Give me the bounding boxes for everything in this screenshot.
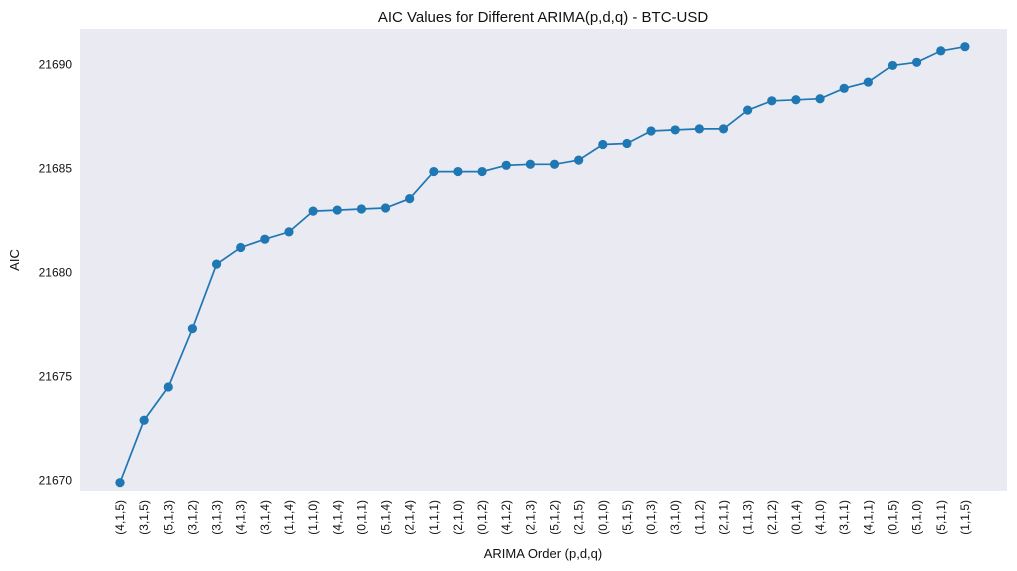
data-point	[839, 83, 849, 93]
data-point	[405, 194, 415, 204]
plot-area	[80, 29, 1007, 491]
series-points	[115, 42, 970, 488]
data-point	[912, 57, 922, 67]
data-point	[574, 155, 584, 165]
data-point	[429, 166, 439, 177]
data-point	[187, 324, 198, 334]
data-point	[670, 125, 680, 135]
x-tick-label: (4,1,0)	[813, 500, 827, 535]
x-tick-label: (0,1,0)	[596, 500, 610, 535]
x-tick-label: (4,1,3)	[234, 500, 248, 535]
x-tick-label: (0,1,2)	[475, 500, 489, 535]
data-point	[260, 234, 270, 244]
y-tick-label: 21675	[39, 370, 73, 384]
x-tick-label: (4,1,2)	[499, 500, 513, 535]
data-point	[211, 259, 222, 269]
x-tick-label: (1,1,5)	[958, 500, 972, 535]
x-tick-label: (5,1,3)	[161, 500, 175, 535]
y-tick-label: 21680	[39, 265, 73, 279]
data-point	[863, 77, 873, 87]
data-point	[694, 124, 704, 134]
y-tick-label: 21670	[39, 474, 73, 488]
data-point	[139, 415, 149, 425]
x-tick-label: (2,1,1)	[717, 500, 731, 535]
x-tick-label: (5,1,2)	[548, 500, 562, 535]
data-point	[115, 478, 125, 488]
data-point	[236, 242, 246, 253]
data-point	[598, 139, 608, 150]
x-tick-label: (1,1,0)	[306, 500, 320, 535]
x-tick-label: (0,1,1)	[354, 500, 368, 535]
data-point	[622, 138, 632, 149]
x-tick-label: (1,1,3)	[741, 500, 755, 535]
x-tick-label: (3,1,0)	[668, 500, 682, 535]
x-axis-label: ARIMA Order (p,d,q)	[484, 546, 602, 561]
x-tick-label: (2,1,2)	[765, 500, 779, 535]
data-point	[887, 60, 898, 71]
x-axis: (4,1,5) (3,1,5) (5,1,3) (3,1,2) (3,1,3) (4,1,…	[113, 500, 972, 535]
x-tick-label: (2,1,5)	[572, 500, 586, 535]
x-tick-label: (3,1,4)	[258, 500, 272, 535]
x-tick-label: (1,1,2)	[692, 500, 706, 535]
data-point	[646, 126, 656, 136]
x-tick-label: (0,1,5)	[885, 500, 899, 535]
data-point	[767, 96, 777, 106]
x-tick-label: (3,1,3)	[210, 500, 224, 535]
x-tick-label: (4,1,1)	[861, 500, 875, 535]
x-tick-label: (1,1,1)	[427, 500, 441, 535]
y-tick-label: 21690	[39, 57, 73, 71]
x-tick-label: (4,1,4)	[330, 500, 344, 535]
data-point	[477, 166, 487, 177]
x-tick-label: (5,1,5)	[620, 500, 634, 535]
data-point	[743, 105, 753, 115]
data-point	[936, 46, 946, 56]
data-point	[791, 95, 801, 105]
x-tick-label: (3,1,1)	[837, 500, 851, 535]
x-tick-label: (5,1,1)	[934, 500, 948, 535]
data-point	[815, 94, 825, 104]
y-axis-label: AIC	[7, 249, 22, 271]
data-point	[453, 166, 463, 177]
x-tick-label: (0,1,4)	[789, 500, 803, 535]
x-tick-label: (2,1,4)	[403, 500, 417, 535]
data-point	[525, 159, 535, 169]
x-tick-label: (3,1,5)	[137, 500, 151, 535]
x-tick-label: (4,1,5)	[113, 500, 127, 535]
data-point	[308, 206, 318, 216]
chart-title: AIC Values for Different ARIMA(p,d,q) - …	[378, 9, 709, 26]
y-axis: 21670 21675 21680 21685 21690	[39, 57, 73, 487]
x-tick-label: (5,1,0)	[910, 500, 924, 535]
x-tick-label: (1,1,4)	[282, 500, 296, 535]
x-tick-label: (5,1,4)	[379, 500, 393, 535]
data-point	[960, 42, 970, 52]
x-tick-label: (2,1,0)	[451, 500, 465, 535]
x-tick-label: (2,1,3)	[523, 500, 537, 535]
data-point	[284, 227, 294, 237]
x-tick-label: (0,1,3)	[644, 500, 658, 535]
x-tick-label: (3,1,2)	[185, 500, 199, 535]
data-point	[718, 124, 729, 134]
data-point	[332, 205, 342, 215]
data-point	[163, 382, 173, 392]
data-point	[380, 203, 391, 213]
data-point	[501, 160, 511, 170]
data-point	[356, 204, 366, 214]
data-point	[549, 159, 560, 169]
y-tick-label: 21685	[39, 161, 73, 175]
